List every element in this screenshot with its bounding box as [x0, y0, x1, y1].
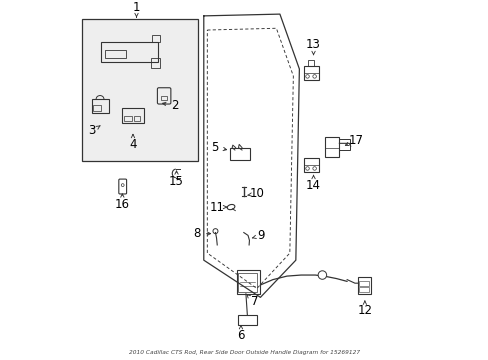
Text: 16: 16: [115, 198, 130, 211]
Text: 5: 5: [211, 141, 219, 154]
Text: 2010 Cadillac CTS Rod, Rear Side Door Outside Handle Diagram for 15269127: 2010 Cadillac CTS Rod, Rear Side Door Ou…: [129, 350, 359, 355]
Text: 2: 2: [170, 99, 178, 112]
Text: 3: 3: [88, 125, 96, 138]
Text: 7: 7: [250, 295, 258, 309]
Circle shape: [318, 271, 326, 279]
Text: 10: 10: [249, 187, 264, 200]
Text: 11: 11: [210, 201, 224, 213]
Text: 13: 13: [305, 39, 320, 51]
Text: 4: 4: [129, 138, 137, 151]
Bar: [81, 19, 198, 161]
Text: 1: 1: [133, 1, 140, 14]
Text: 15: 15: [169, 175, 183, 188]
Text: 8: 8: [193, 227, 201, 240]
Text: 14: 14: [305, 179, 321, 192]
Text: 17: 17: [347, 134, 363, 147]
Text: 9: 9: [257, 229, 264, 242]
Text: 6: 6: [237, 329, 244, 342]
Text: 12: 12: [357, 304, 372, 317]
